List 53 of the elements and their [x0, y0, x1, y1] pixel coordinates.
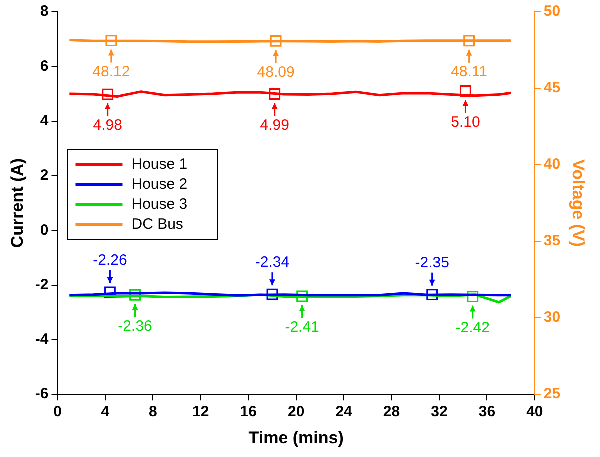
point: [460, 86, 472, 97]
point: [266, 288, 278, 300]
y-tick-label: -2: [35, 276, 49, 294]
y-tick-label: 6: [40, 58, 49, 75]
y2-tick-label: 35: [544, 232, 561, 250]
y-tick-label: 8: [40, 3, 49, 20]
y-tick-label: -6: [35, 386, 49, 403]
x-tick-label: 40: [526, 404, 544, 421]
legend-label: DC Bus: [132, 216, 184, 233]
y-tick-label: 4: [40, 112, 50, 130]
data-label: 4.98: [93, 117, 122, 134]
y-tick-label: 0: [40, 222, 49, 239]
data-label: -2.26: [93, 252, 128, 270]
y2-tick-label: 45: [544, 80, 561, 97]
point: [467, 291, 479, 302]
x-tick-label: 36: [478, 404, 496, 421]
data-label: -2.34: [255, 254, 290, 272]
x-tick-label: 20: [288, 404, 305, 421]
y2-axis-title: Voltage (V): [569, 160, 588, 248]
data-label: 4.99: [260, 116, 290, 134]
point: [426, 289, 438, 301]
x-tick-label: 32: [431, 404, 448, 421]
data-label: -2.36: [118, 318, 152, 335]
point: [104, 286, 116, 298]
legend-label: House 2: [132, 176, 188, 193]
y-axis-title: Current (A): [8, 158, 27, 248]
data-label: 48.12: [92, 63, 130, 80]
data-label: -2.41: [285, 319, 320, 336]
x-tick-label: 4: [101, 404, 110, 421]
data-label: 48.09: [257, 64, 295, 81]
x-tick-label: 0: [54, 404, 62, 421]
y-tick-label: 2: [40, 167, 49, 184]
y2-tick-label: 30: [544, 309, 561, 326]
x-tick-label: 12: [192, 404, 210, 421]
point: [102, 88, 114, 100]
data-label: -2.35: [415, 254, 450, 272]
y2-tick-label: 50: [544, 3, 561, 20]
data-label: 5.10: [451, 114, 480, 131]
x-tick-label: 16: [240, 404, 257, 421]
point: [296, 290, 308, 302]
data-label: -2.42: [456, 319, 490, 336]
legend-label: House 3: [132, 196, 188, 213]
point: [269, 88, 281, 100]
x-axis-title: Time (mins): [248, 428, 344, 448]
y2-tick-label: 40: [544, 156, 561, 174]
x-tick-label: 24: [336, 404, 354, 421]
data-label: 48.11: [451, 64, 488, 81]
legend-label: House 1: [132, 156, 188, 173]
y2-tick-label: 25: [544, 386, 561, 403]
x-tick-label: 28: [383, 404, 400, 421]
y-tick-label: -4: [35, 331, 50, 348]
x-tick-label: 8: [149, 404, 158, 421]
point: [130, 289, 141, 301]
